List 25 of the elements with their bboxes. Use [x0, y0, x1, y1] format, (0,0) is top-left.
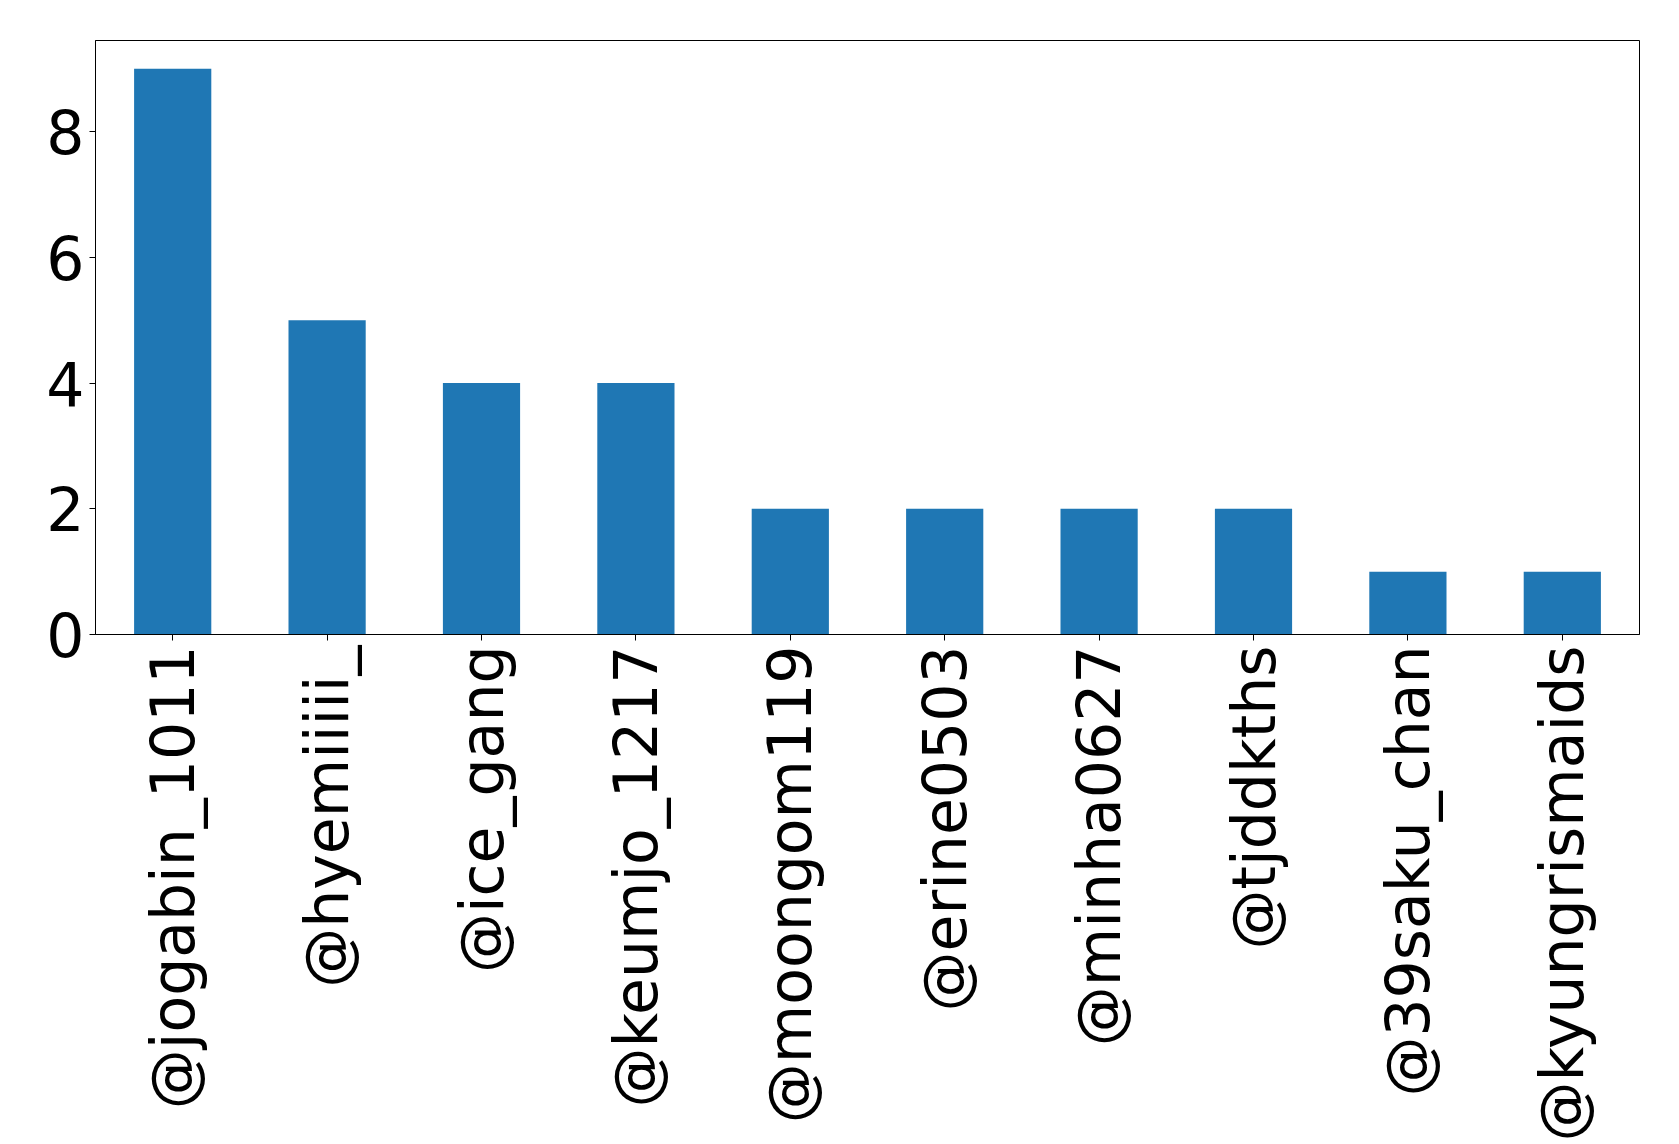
y-tick-label: 2	[46, 475, 85, 546]
bar	[906, 508, 984, 635]
x-tick-label: @ice_gang	[446, 645, 517, 974]
bar	[288, 320, 366, 635]
x-tick-label: @tjddkths	[1218, 645, 1289, 950]
bar	[134, 68, 212, 635]
x-tick-label: @minha0627	[1064, 645, 1135, 1047]
bar	[1523, 571, 1601, 635]
bar	[1369, 571, 1447, 635]
x-tick-label: @moongom119	[755, 645, 826, 1124]
bar	[597, 383, 675, 635]
x-tick-label: @erine0503	[909, 645, 980, 1012]
x-tick-label: @jogabin_1011	[137, 645, 208, 1110]
y-tick-label: 4	[46, 349, 85, 420]
y-tick-label: 0	[46, 601, 85, 671]
x-tick-label: @keumjo_1217	[600, 645, 671, 1108]
bar	[751, 508, 829, 635]
x-tick-label: @39saku_chan	[1372, 645, 1443, 1097]
y-tick-label: 6	[46, 223, 85, 294]
bar	[1060, 508, 1138, 635]
bar	[1214, 508, 1293, 635]
x-tick-label: @kyungrismaids	[1527, 645, 1598, 1142]
y-tick-label: 8	[46, 98, 85, 169]
x-tick-label: @hyemiiiii_	[292, 644, 363, 988]
bar	[442, 383, 521, 635]
